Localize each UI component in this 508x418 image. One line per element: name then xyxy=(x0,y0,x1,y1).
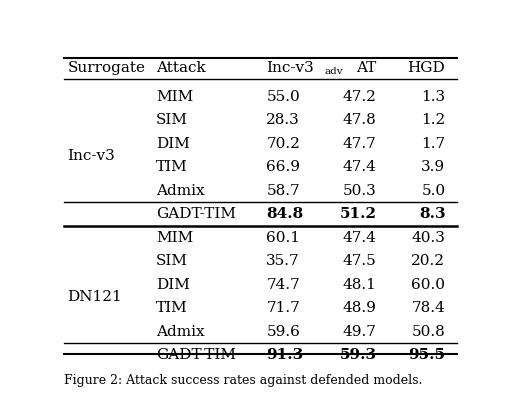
Text: Figure 2: Attack success rates against defended models.: Figure 2: Attack success rates against d… xyxy=(64,374,422,387)
Text: 47.2: 47.2 xyxy=(342,90,376,104)
Text: 1.3: 1.3 xyxy=(421,90,446,104)
Text: GADT-TIM: GADT-TIM xyxy=(156,348,236,362)
Text: 50.3: 50.3 xyxy=(343,184,376,198)
Text: 49.7: 49.7 xyxy=(342,325,376,339)
Text: Inc-v3: Inc-v3 xyxy=(266,61,314,75)
Text: MIM: MIM xyxy=(156,231,193,245)
Text: SIM: SIM xyxy=(156,113,188,127)
Text: 47.7: 47.7 xyxy=(343,137,376,151)
Text: TIM: TIM xyxy=(156,161,188,174)
Text: 35.7: 35.7 xyxy=(266,254,300,268)
Text: SIM: SIM xyxy=(156,254,188,268)
Text: Surrogate: Surrogate xyxy=(68,61,145,75)
Text: 71.7: 71.7 xyxy=(266,301,300,315)
Text: 91.3: 91.3 xyxy=(266,348,303,362)
Text: 59.3: 59.3 xyxy=(339,348,376,362)
Text: 47.5: 47.5 xyxy=(343,254,376,268)
Text: 84.8: 84.8 xyxy=(266,207,303,221)
Text: 95.5: 95.5 xyxy=(408,348,446,362)
Text: Attack: Attack xyxy=(156,61,206,75)
Text: 8.3: 8.3 xyxy=(419,207,446,221)
Text: 58.7: 58.7 xyxy=(266,184,300,198)
Text: 1.2: 1.2 xyxy=(421,113,446,127)
Text: 48.1: 48.1 xyxy=(342,278,376,292)
Text: AT: AT xyxy=(356,61,376,75)
Text: 47.4: 47.4 xyxy=(342,161,376,174)
Text: Admix: Admix xyxy=(156,184,205,198)
Text: DIM: DIM xyxy=(156,137,190,151)
Text: 60.0: 60.0 xyxy=(411,278,446,292)
Text: HGD: HGD xyxy=(407,61,446,75)
Text: 70.2: 70.2 xyxy=(266,137,300,151)
Text: DIM: DIM xyxy=(156,278,190,292)
Text: adv: adv xyxy=(325,66,343,76)
Text: TIM: TIM xyxy=(156,301,188,315)
Text: 40.3: 40.3 xyxy=(411,231,446,245)
Text: 1.7: 1.7 xyxy=(421,137,446,151)
Text: 5.0: 5.0 xyxy=(421,184,446,198)
Text: 60.1: 60.1 xyxy=(266,231,300,245)
Text: MIM: MIM xyxy=(156,90,193,104)
Text: 74.7: 74.7 xyxy=(266,278,300,292)
Text: 20.2: 20.2 xyxy=(411,254,446,268)
Text: Admix: Admix xyxy=(156,325,205,339)
Text: 50.8: 50.8 xyxy=(411,325,446,339)
Text: 55.0: 55.0 xyxy=(266,90,300,104)
Text: 51.2: 51.2 xyxy=(339,207,376,221)
Text: 59.6: 59.6 xyxy=(266,325,300,339)
Text: Inc-v3: Inc-v3 xyxy=(68,148,115,163)
Text: 28.3: 28.3 xyxy=(266,113,300,127)
Text: 3.9: 3.9 xyxy=(421,161,446,174)
Text: 78.4: 78.4 xyxy=(411,301,446,315)
Text: GADT-TIM: GADT-TIM xyxy=(156,207,236,221)
Text: 47.8: 47.8 xyxy=(343,113,376,127)
Text: 66.9: 66.9 xyxy=(266,161,300,174)
Text: DN121: DN121 xyxy=(68,290,122,303)
Text: 48.9: 48.9 xyxy=(342,301,376,315)
Text: 47.4: 47.4 xyxy=(342,231,376,245)
